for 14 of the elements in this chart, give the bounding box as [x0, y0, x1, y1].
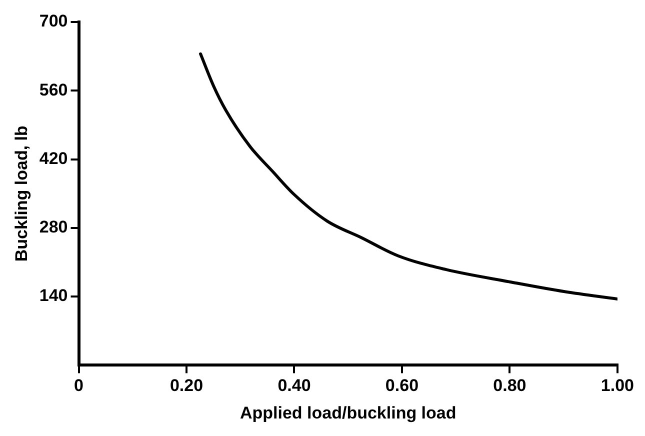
x-axis-title: Applied load/buckling load	[240, 403, 456, 422]
y-tick-label: 140	[39, 286, 68, 306]
x-tick-label: 0.40	[278, 376, 311, 396]
x-tick-label: 0.20	[170, 376, 204, 396]
x-tick-label: 0.60	[385, 376, 419, 396]
y-axis-title: Buckling load, lb	[12, 126, 31, 262]
x-tick-label: 0.80	[493, 376, 526, 396]
y-tick-label: 560	[39, 80, 68, 100]
y-tick-label: 280	[39, 218, 68, 237]
y-tick-label: 700	[39, 12, 68, 31]
y-tick-label: 420	[39, 148, 68, 168]
line-series	[199, 52, 618, 301]
x-tick-label: 1.00	[600, 376, 634, 396]
x-tick-label: 0	[74, 376, 84, 396]
